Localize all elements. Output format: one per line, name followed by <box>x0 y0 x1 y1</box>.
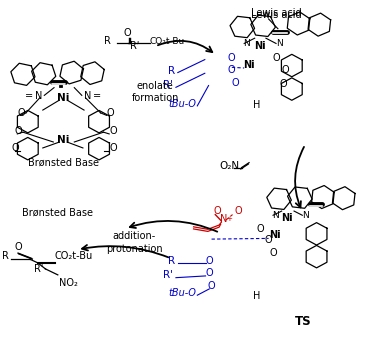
Text: H: H <box>253 291 260 301</box>
Text: CO₂t-Bu: CO₂t-Bu <box>54 251 92 262</box>
Text: N: N <box>302 211 309 220</box>
Text: O: O <box>272 53 280 63</box>
Text: N: N <box>243 39 250 48</box>
Text: R': R' <box>130 41 139 51</box>
Text: O: O <box>206 268 213 278</box>
Text: R': R' <box>163 270 173 281</box>
Text: Ni: Ni <box>57 135 70 145</box>
Text: R': R' <box>34 264 43 275</box>
Text: R: R <box>169 256 175 266</box>
Text: tBu-O: tBu-O <box>168 288 196 298</box>
Text: TS: TS <box>295 315 311 328</box>
Text: O₂N: O₂N <box>220 161 240 171</box>
Text: O: O <box>282 65 289 75</box>
Text: N: N <box>272 211 279 220</box>
Text: NO₂: NO₂ <box>59 278 77 288</box>
Text: Ni: Ni <box>270 231 281 240</box>
Text: O: O <box>17 108 25 118</box>
Text: O: O <box>14 126 22 136</box>
Text: O: O <box>213 206 221 216</box>
Text: O: O <box>14 242 22 252</box>
Text: O: O <box>234 206 242 216</box>
Text: O: O <box>107 108 114 118</box>
Text: enolate
formation: enolate formation <box>132 81 179 103</box>
Text: R: R <box>169 65 175 76</box>
Text: Brønsted Base: Brønsted Base <box>28 157 99 168</box>
Text: N: N <box>276 39 283 48</box>
Text: addition-
protonation: addition- protonation <box>106 231 163 254</box>
Text: O: O <box>12 143 19 153</box>
Text: O: O <box>227 65 235 75</box>
Text: Ni: Ni <box>57 93 70 103</box>
Text: Ni: Ni <box>243 60 255 70</box>
Text: Ni: Ni <box>282 213 293 223</box>
Text: H: H <box>253 100 260 110</box>
Text: CO₂t-Bu: CO₂t-Bu <box>150 37 185 46</box>
Text: Lewis acid: Lewis acid <box>251 10 301 19</box>
Text: $=$N: $=$N <box>23 89 43 101</box>
Text: O: O <box>227 53 235 63</box>
Text: O: O <box>264 235 272 245</box>
Text: O: O <box>269 248 277 258</box>
Text: R: R <box>104 36 111 46</box>
Text: O: O <box>206 256 213 266</box>
Text: O: O <box>109 126 117 136</box>
Text: O: O <box>257 224 264 234</box>
Text: Brønsted Base: Brønsted Base <box>22 207 93 217</box>
Text: O: O <box>123 28 131 38</box>
Text: O: O <box>208 281 215 291</box>
Text: N: N <box>220 214 227 224</box>
Text: O: O <box>279 78 287 89</box>
Text: O: O <box>109 143 117 153</box>
Text: +: + <box>226 216 232 222</box>
Text: O: O <box>231 77 239 88</box>
Text: Ni: Ni <box>254 41 266 51</box>
Text: Lewis acid: Lewis acid <box>251 8 301 18</box>
Text: R': R' <box>163 80 173 90</box>
Text: tBu-O: tBu-O <box>168 99 196 108</box>
Text: N$=$: N$=$ <box>83 89 101 101</box>
Text: R: R <box>2 251 9 262</box>
